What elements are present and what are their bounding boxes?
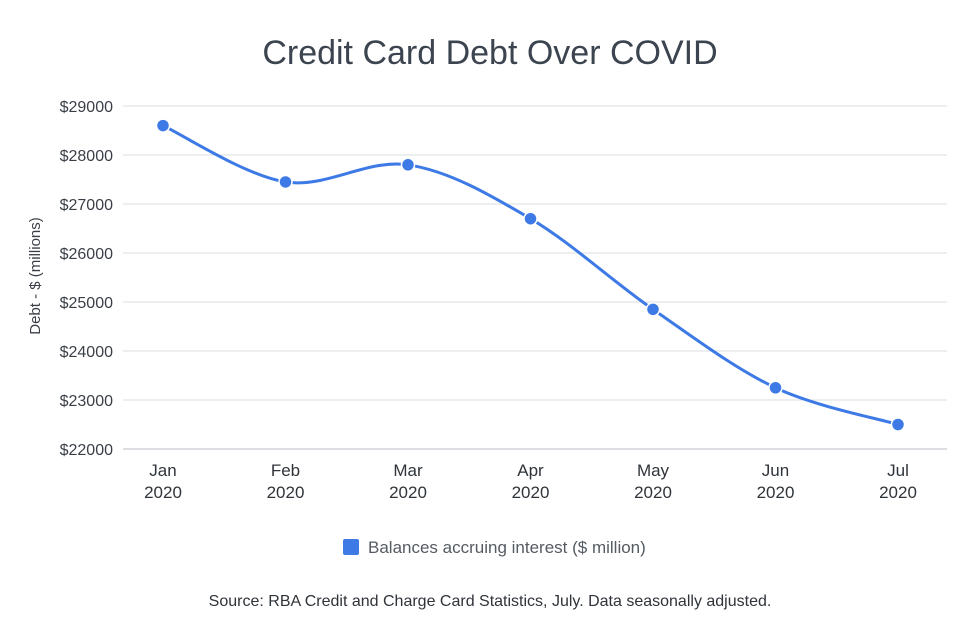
x-tick-label: 2020	[757, 483, 795, 502]
series-line	[161, 124, 900, 426]
y-tick-label: $23000	[60, 393, 113, 410]
legend-label: Balances accruing interest ($ million)	[368, 538, 646, 557]
gridlines	[123, 105, 947, 450]
y-axis-label: Debt - $ (millions)	[27, 217, 44, 335]
x-tick-label: 2020	[634, 483, 672, 502]
data-point[interactable]	[768, 380, 783, 395]
x-tick-label: Feb	[271, 461, 300, 480]
x-tick-label: Apr	[517, 461, 544, 480]
y-axis-ticks: $22000 $23000 $24000 $25000 $26000 $27000 $280…	[60, 99, 113, 459]
series-group	[155, 118, 906, 432]
data-point[interactable]	[645, 302, 661, 317]
y-tick-label: $27000	[60, 197, 113, 214]
y-tick-label: $22000	[60, 442, 113, 459]
y-tick-label: $24000	[60, 344, 113, 361]
legend[interactable]: Balances accruing interest ($ million)	[343, 538, 646, 557]
data-point[interactable]	[523, 211, 538, 226]
chart-title: Credit Card Debt Over COVID	[262, 34, 717, 72]
data-point[interactable]	[278, 174, 293, 190]
data-point[interactable]	[890, 417, 906, 432]
x-tick-label: 2020	[512, 483, 550, 502]
y-tick-label: $25000	[60, 295, 113, 312]
x-tick-label: Jul	[887, 461, 909, 480]
y-tick-label: $26000	[60, 246, 113, 263]
legend-swatch	[343, 539, 359, 555]
x-axis-ticks: Jan 2020 Feb 2020 Mar 2020 Apr 2020 May 2020 Jun 20…	[144, 461, 917, 502]
x-tick-label: 2020	[144, 483, 182, 502]
x-tick-label: 2020	[267, 483, 305, 502]
x-tick-label: 2020	[879, 483, 917, 502]
x-tick-label: Mar	[393, 461, 423, 480]
y-tick-label: $29000	[60, 99, 113, 116]
data-point[interactable]	[155, 118, 171, 133]
source-note: Source: RBA Credit and Charge Card Stati…	[209, 593, 772, 610]
x-tick-label: Jan	[149, 461, 176, 480]
x-tick-label: 2020	[389, 483, 427, 502]
y-tick-label: $28000	[60, 148, 113, 165]
x-tick-label: Jun	[762, 461, 789, 480]
x-tick-label: May	[637, 461, 670, 480]
data-point[interactable]	[400, 157, 416, 173]
